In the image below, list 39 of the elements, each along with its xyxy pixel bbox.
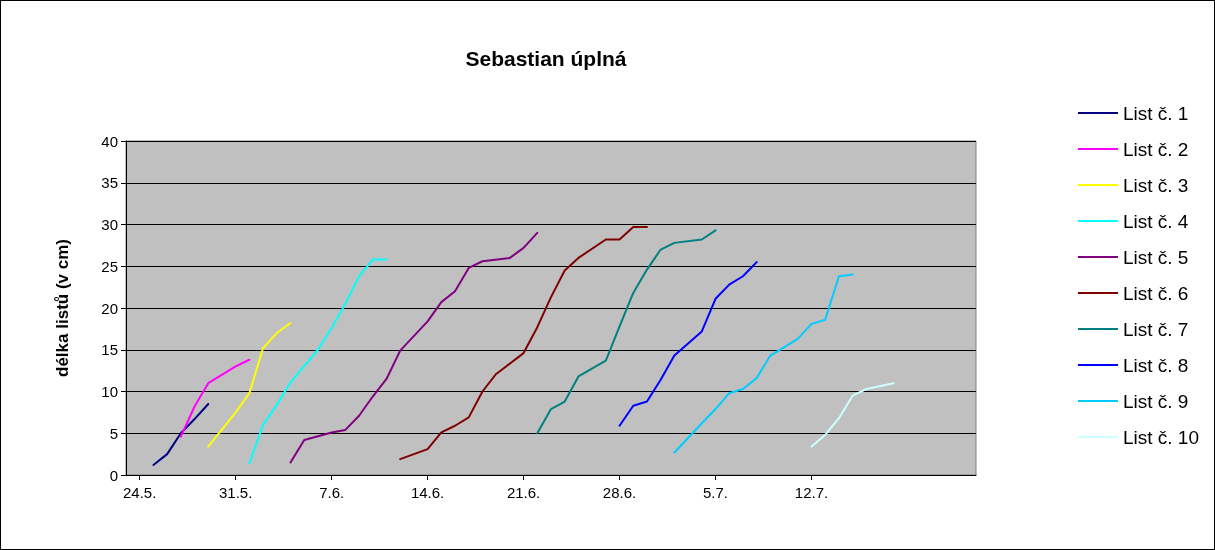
line-series <box>152 403 210 466</box>
y-tick-label: 0 <box>109 466 118 484</box>
x-tick-label: 14.6. <box>410 484 445 501</box>
y-tick-label: 35 <box>101 174 118 192</box>
line-series <box>399 226 648 461</box>
line-series <box>179 358 251 438</box>
line-series <box>536 229 717 435</box>
legend-label: List č. 7 <box>1122 318 1189 340</box>
legend-label: List č. 3 <box>1122 174 1189 196</box>
legend-label: List č. 5 <box>1122 246 1189 268</box>
legend-label: List č. 9 <box>1122 390 1189 412</box>
line-series <box>618 261 758 427</box>
y-tick-label: 5 <box>109 424 118 442</box>
y-tick-label: 20 <box>101 299 118 317</box>
x-tick-label: 28.6. <box>602 484 637 501</box>
y-axis-title: délka listů (v cm) <box>53 239 72 377</box>
line-series <box>248 258 388 465</box>
line-series <box>289 231 539 464</box>
chart-title: Sebastian úplná <box>465 47 627 70</box>
x-tick-label: 12.7. <box>794 484 829 501</box>
legend-label: List č. 6 <box>1122 282 1189 304</box>
x-tick-label: 5.7. <box>703 484 729 501</box>
y-tick-label: 30 <box>101 216 118 233</box>
x-tick-label: 7.6. <box>319 484 345 501</box>
legend-label: List č. 8 <box>1122 354 1189 376</box>
y-tick-label: 10 <box>101 383 118 400</box>
x-tick-label: 31.5. <box>218 484 253 501</box>
legend-label: List č. 1 <box>1122 102 1189 124</box>
legend-label: List č. 2 <box>1122 138 1189 160</box>
y-tick-label: 25 <box>101 257 118 275</box>
y-tick-label: 15 <box>101 341 118 359</box>
x-tick-label: 21.6. <box>506 484 541 501</box>
line-series <box>207 322 292 448</box>
legend-label: List č. 10 <box>1122 426 1200 448</box>
y-tick-label: 40 <box>101 132 118 150</box>
x-tick-label: 24.5. <box>123 484 157 501</box>
legend-label: List č. 4 <box>1122 210 1189 232</box>
line-series <box>673 273 854 454</box>
line-series <box>810 382 895 448</box>
